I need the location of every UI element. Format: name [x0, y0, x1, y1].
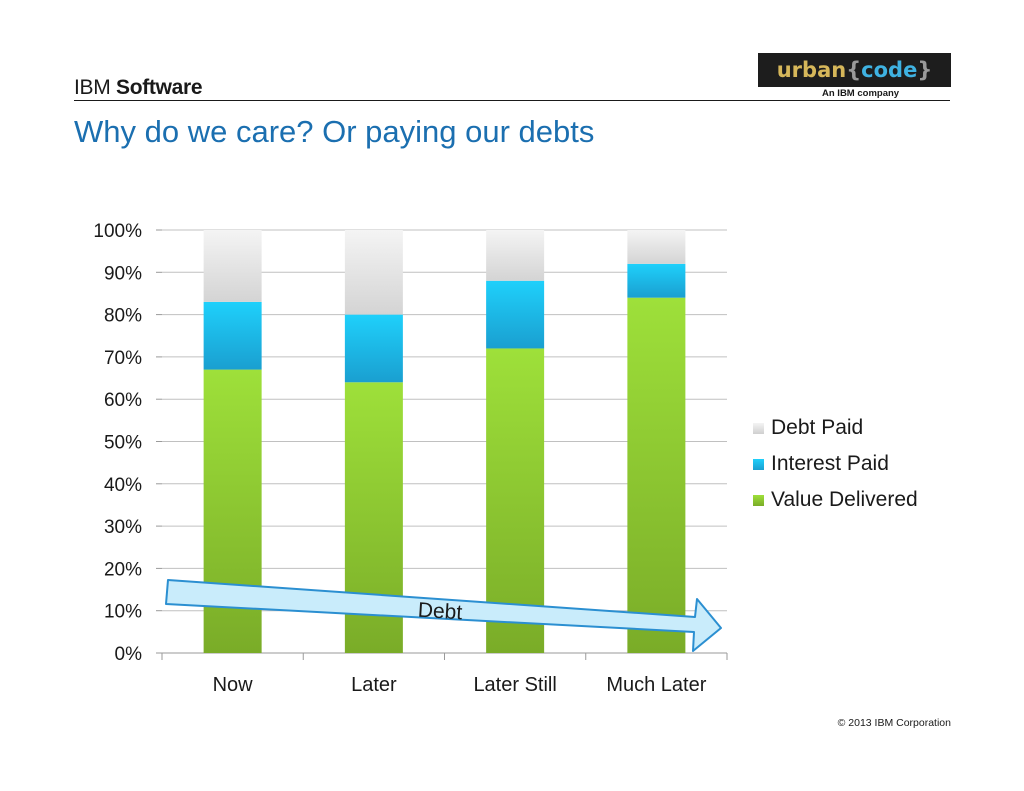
debt-arrow-shape [165, 579, 722, 652]
y-tick-label: 80% [104, 306, 142, 327]
x-tick-label: Later Still [473, 674, 556, 696]
legend-swatch-interest-paid [753, 458, 764, 470]
y-tick-label: 40% [104, 475, 142, 496]
y-tick-label: 0% [115, 644, 143, 665]
legend-item-debt-paid: Debt Paid [753, 410, 918, 446]
y-tick-label: 70% [104, 348, 142, 369]
chart-legend: Debt Paid Interest Paid Value Delivered [753, 410, 918, 518]
logo-code: code [861, 58, 918, 82]
y-axis-ticks: 0% 10% 20% 30% 40% 50% 60% 70% 80% 90% 100% [93, 221, 142, 665]
brand-light: IBM [74, 76, 111, 99]
bar-interest-paid [203, 301, 262, 370]
logo-tagline: An IBM company [822, 88, 900, 99]
x-tick-label: Later [351, 674, 397, 696]
bar-value-delivered [203, 369, 262, 653]
debt-arrow-label: Debt [417, 599, 463, 625]
x-axis-ticks: Now Later Later Still Much Later [161, 653, 728, 696]
debt-arrow: Debt [165, 579, 722, 652]
bar-debt-paid [344, 230, 403, 315]
legend-swatch-value-delivered [753, 494, 764, 506]
copyright-footer: © 2013 IBM Corporation [837, 717, 951, 729]
y-tick-label: 90% [104, 263, 142, 284]
bar-interest-paid [627, 263, 686, 298]
ibm-software-brand: IBM Software [74, 76, 203, 100]
bar-debt-paid [203, 230, 262, 302]
bar-debt-paid [486, 230, 545, 281]
logo-open-brace: { [846, 58, 862, 82]
y-tick-label: 30% [104, 517, 142, 538]
legend-label-debt-paid: Debt Paid [771, 416, 864, 439]
page-title: Why do we care? Or paying our debts [74, 114, 595, 149]
y-tick-label: 20% [104, 559, 142, 580]
y-tick-label: 60% [104, 390, 142, 411]
bar-debt-paid [627, 230, 686, 264]
legend-item-interest-paid: Interest Paid [753, 446, 918, 482]
bar-interest-paid [486, 280, 545, 349]
y-tick-label: 50% [104, 433, 142, 454]
bar-value-delivered [627, 297, 686, 653]
urbancode-logo: urban{code} [758, 53, 951, 87]
header-rule [74, 100, 950, 101]
legend-swatch-debt-paid [753, 422, 764, 434]
logo-word: urban [776, 58, 847, 82]
x-tick-label: Now [213, 674, 254, 696]
x-tick-label: Much Later [606, 674, 706, 696]
logo-close-brace: } [917, 58, 933, 82]
y-tick-label: 10% [104, 602, 142, 623]
bar-interest-paid [344, 314, 403, 383]
legend-label-interest-paid: Interest Paid [771, 452, 889, 475]
y-tick-label: 100% [93, 221, 142, 242]
legend-item-value-delivered: Value Delivered [753, 482, 918, 518]
brand-bold: Software [115, 76, 203, 99]
legend-label-value-delivered: Value Delivered [771, 488, 918, 511]
